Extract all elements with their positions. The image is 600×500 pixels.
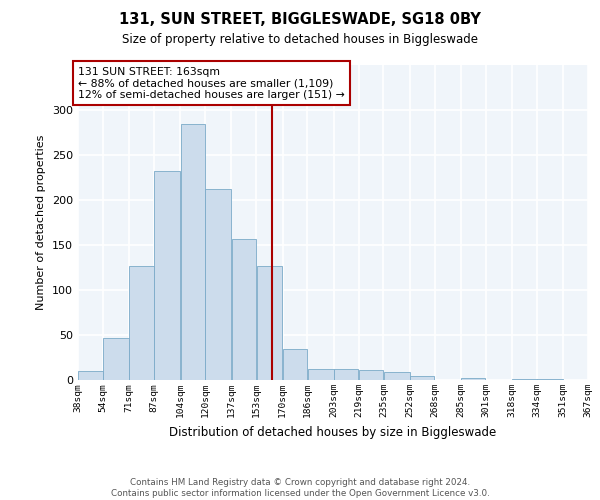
- Bar: [283, 348, 307, 380]
- Bar: [232, 238, 256, 380]
- Bar: [103, 338, 129, 380]
- Bar: [130, 266, 154, 380]
- Bar: [359, 370, 383, 380]
- Text: Contains HM Land Registry data © Crown copyright and database right 2024.
Contai: Contains HM Land Registry data © Crown c…: [110, 478, 490, 498]
- Bar: [308, 369, 334, 380]
- Bar: [461, 378, 485, 380]
- Bar: [257, 266, 283, 380]
- Bar: [334, 369, 358, 380]
- Text: 131 SUN STREET: 163sqm
← 88% of detached houses are smaller (1,109)
12% of semi-: 131 SUN STREET: 163sqm ← 88% of detached…: [78, 66, 345, 100]
- Y-axis label: Number of detached properties: Number of detached properties: [37, 135, 46, 310]
- Bar: [154, 171, 180, 380]
- Bar: [181, 124, 205, 380]
- Bar: [383, 372, 409, 380]
- Text: Size of property relative to detached houses in Biggleswade: Size of property relative to detached ho…: [122, 32, 478, 46]
- Bar: [537, 379, 563, 380]
- Bar: [205, 189, 231, 380]
- X-axis label: Distribution of detached houses by size in Biggleswade: Distribution of detached houses by size …: [169, 426, 497, 438]
- Bar: [410, 376, 434, 380]
- Text: 131, SUN STREET, BIGGLESWADE, SG18 0BY: 131, SUN STREET, BIGGLESWADE, SG18 0BY: [119, 12, 481, 28]
- Bar: [512, 379, 536, 380]
- Bar: [78, 371, 103, 380]
